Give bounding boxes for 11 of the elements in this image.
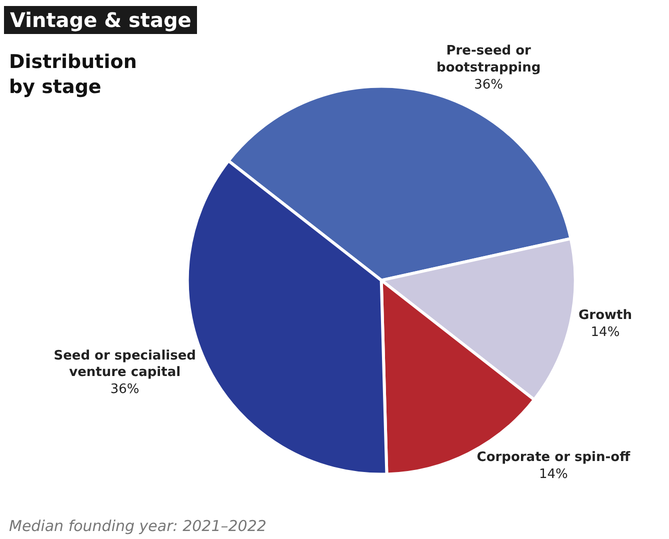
text: Median founding year: 2021–2022 (9, 517, 266, 535)
text: Distribution by stage (9, 50, 138, 100)
chart-title: Vintage & stage (4, 6, 198, 34)
data-label: 14% (539, 467, 568, 482)
data-label: 36% (110, 382, 140, 398)
data-label: 36% (474, 77, 504, 92)
slice-label: Corporate or spin-off (476, 450, 631, 466)
slice-label: Growth (578, 308, 632, 324)
slice-label: Pre-seed or bootstrapping (436, 43, 541, 76)
data-label: 14% (590, 324, 620, 340)
slice-label: Seed or specialised venture capital (54, 348, 196, 380)
